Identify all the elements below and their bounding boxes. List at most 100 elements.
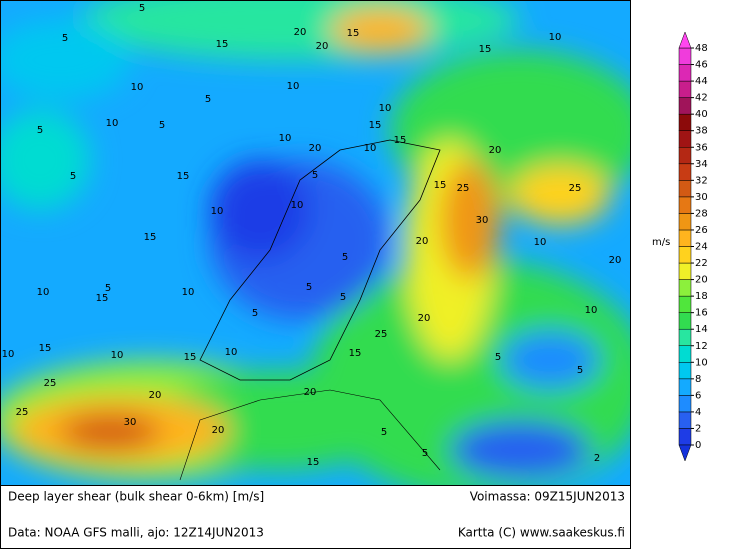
contour-label: 10: [182, 287, 195, 298]
contour-label: 15: [434, 180, 447, 191]
contour-label: 20: [416, 236, 429, 247]
colorbar-tick-label: 44: [695, 76, 708, 87]
colorbar-band: [678, 229, 692, 247]
colorbar-tick-label: 8: [695, 374, 701, 385]
contour-label: 20: [609, 255, 622, 266]
colorbar-tick-label: 42: [695, 93, 708, 104]
contour-label: 20: [316, 41, 329, 52]
contour-label: 15: [177, 171, 190, 182]
colorbar-band: [678, 147, 692, 165]
contour-label: 5: [342, 252, 348, 263]
contour-label: 15: [349, 348, 362, 359]
contour-label: 10: [279, 133, 292, 144]
contour-label: 15: [479, 44, 492, 55]
contour-label: 5: [37, 125, 43, 136]
contour-label: 25: [16, 407, 29, 418]
contour-label: 15: [144, 232, 157, 243]
contour-label: 25: [375, 329, 388, 340]
footer-valid: Voimassa: 09Z15JUN2013: [470, 490, 625, 504]
contour-label: 15: [394, 135, 407, 146]
contour-label: 10: [211, 206, 224, 217]
colorbar-tick-label: 40: [695, 109, 708, 120]
colorbar-band: [678, 345, 692, 363]
contour-label: 15: [184, 352, 197, 363]
colorbar-band: [678, 163, 692, 181]
colorbar-tick-label: 6: [695, 390, 701, 401]
colorbar-tick-label: 12: [695, 341, 708, 352]
contour-label: 5: [205, 94, 211, 105]
footer-data: Data: NOAA GFS malli, ajo: 12Z14JUN2013: [8, 526, 264, 540]
contour-label: 5: [70, 171, 76, 182]
colorbar-band: [678, 262, 692, 280]
colorbar-band: [678, 428, 692, 446]
contour-label: 5: [62, 33, 68, 44]
footer-title: Deep layer shear (bulk shear 0-6km) [m/s…: [8, 490, 264, 504]
contour-label: 10: [291, 200, 304, 211]
colorbar-tick-label: 32: [695, 175, 708, 186]
contour-label: 25: [569, 183, 582, 194]
contour-label: 10: [534, 237, 547, 248]
contour-label: 10: [106, 118, 119, 129]
colorbar-band: [678, 328, 692, 347]
contour-label: 5: [105, 283, 111, 294]
colorbar-band: [678, 246, 692, 264]
colorbar-tick-label: 36: [695, 142, 708, 153]
colorbar-band: [678, 411, 692, 429]
map: [1, 1, 630, 485]
colorbar-tick-label: 38: [695, 126, 708, 137]
contour-label: 5: [422, 448, 428, 459]
contour-label: 5: [577, 365, 583, 376]
colorbar-band: [678, 196, 692, 214]
colorbar-band: [678, 80, 692, 98]
colorbar-tick-label: 28: [695, 208, 708, 219]
contour-label: 10: [379, 103, 392, 114]
contour-label: 20: [149, 390, 162, 401]
contour-label: 5: [340, 292, 346, 303]
contour-label: 5: [306, 282, 312, 293]
colorbar-band: [678, 312, 692, 330]
colorbar-tick-label: 22: [695, 258, 708, 269]
footer-credit: Kartta (C) www.saakeskus.fi: [458, 526, 625, 540]
colorbar-tick-label: 20: [695, 275, 708, 286]
contour-label: 5: [159, 120, 165, 131]
contour-label: 10: [585, 305, 598, 316]
colorbar-tick-label: 18: [695, 291, 708, 302]
contour-label: 10: [37, 287, 50, 298]
colorbar-band: [678, 180, 692, 198]
colorbar-unit: m/s: [652, 237, 670, 248]
contour-label: 20: [212, 425, 225, 436]
colorbar-over: [678, 31, 692, 49]
colorbar-band: [678, 130, 692, 148]
contour-label: 15: [216, 39, 229, 50]
colorbar-band: [678, 97, 692, 115]
colorbar-band: [678, 279, 692, 297]
contour-label: 10: [287, 81, 300, 92]
contour-label: 5: [495, 352, 501, 363]
contour-label: 5: [381, 427, 387, 438]
colorbar-band: [678, 213, 692, 231]
colorbar-tick-label: 26: [695, 225, 708, 236]
contour-label: 5: [139, 3, 145, 14]
colorbar-tick-label: 16: [695, 308, 708, 319]
contour-label: 20: [418, 313, 431, 324]
contour-label: 20: [489, 145, 502, 156]
contour-label: 15: [39, 343, 52, 354]
contour-label: 25: [457, 183, 470, 194]
colorbar-band: [678, 378, 692, 396]
colorbar-band: [678, 362, 692, 380]
contour-label: 5: [312, 170, 318, 181]
contour-label: 10: [111, 350, 124, 361]
contour-label: 10: [2, 349, 15, 360]
contour-label: 20: [304, 387, 317, 398]
colorbar-tick-label: 24: [695, 242, 708, 253]
colorbar-tick-label: 30: [695, 192, 708, 203]
colorbar-tick-label: 10: [695, 357, 708, 368]
colorbar-tick-label: 48: [695, 43, 708, 54]
colorbar-band: [678, 64, 692, 82]
contour-label: 10: [364, 143, 377, 154]
contour-label: 10: [131, 82, 144, 93]
colorbar-tick-label: 14: [695, 324, 708, 335]
contour-label: 10: [549, 32, 562, 43]
colorbar-band: [678, 395, 692, 413]
contour-label: 30: [476, 215, 489, 226]
